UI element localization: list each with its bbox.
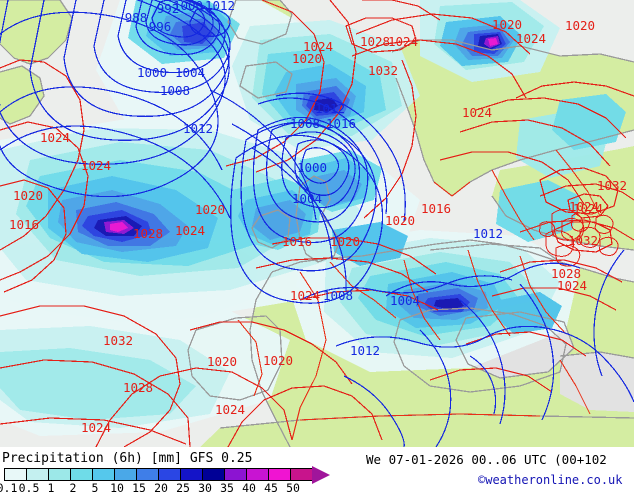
isobar-label: 1008 [323, 288, 353, 303]
legend-title: Precipitation (6h) [mm] GFS 0.25 [2, 451, 253, 466]
isobar-label: 1028 [133, 226, 163, 241]
isobar-label: 1020 [195, 202, 225, 217]
scale-swatch-0.1 [4, 468, 26, 481]
isobar-label: 1032 [368, 63, 398, 78]
isobar-label: 1004 [390, 293, 420, 308]
isobar-label: 1028 [551, 266, 581, 281]
isobar-label: 1000 [137, 65, 167, 80]
isobar-label: 988 [125, 10, 148, 25]
precipitation-color-scale [4, 466, 330, 484]
scale-swatch-5 [92, 468, 114, 481]
isobar-label: 1024 [81, 420, 111, 435]
scale-swatch-1 [48, 468, 70, 481]
isobar-label: 1020 [207, 354, 237, 369]
isobar-label: 1020 [492, 17, 522, 32]
scale-swatch-30 [202, 468, 224, 481]
isobar-label: 1024 [557, 278, 587, 293]
isobar-label: 1024 [81, 158, 111, 173]
scale-swatch-45 [268, 468, 290, 481]
scale-label-15: 15 [132, 481, 146, 495]
isobar-label: 1004 [292, 191, 322, 206]
scale-label-45: 45 [264, 481, 278, 495]
isobar-label: 996 [149, 19, 172, 34]
isobar-label: 1016 [421, 201, 451, 216]
isobar-label: 1004 [175, 65, 205, 80]
scale-label-0.1: 0.1 [0, 481, 18, 495]
scale-label-30: 30 [198, 481, 212, 495]
scale-label-40: 40 [242, 481, 256, 495]
isobar-label: 1012 [315, 101, 345, 116]
isobar-low-layer [0, 0, 634, 447]
isobar-label: 1024 [573, 201, 603, 216]
isobar-label: 1024 [516, 31, 546, 46]
scale-swatch-35 [224, 468, 246, 481]
isobar-label: 1000 [297, 160, 327, 175]
isobar-label: 1020 [565, 18, 595, 33]
scale-swatch-15 [136, 468, 158, 481]
scale-label-50: 50 [286, 481, 300, 495]
isobar-label: 1016 [9, 217, 39, 232]
model-run-datetime: We 07-01-2026 00..06 UTC (00+102 [366, 452, 607, 467]
scale-label-2: 2 [69, 481, 77, 495]
isobar-label: 1032 [597, 178, 627, 193]
scale-label-25: 25 [176, 481, 190, 495]
isobar-label: 1012 [205, 0, 235, 13]
isobar-label: 1012 [350, 343, 380, 358]
isobar-label: 1028 [123, 380, 153, 395]
isobar-label: 1024 [215, 402, 245, 417]
isobar-label: 1024 [175, 223, 205, 238]
isobar-label: 1008 [160, 83, 190, 98]
legend-footer: Precipitation (6h) [mm] GFS 0.25 We 07-0… [0, 447, 634, 495]
scale-label-5: 5 [91, 481, 99, 495]
political-border-layer [237, 149, 601, 441]
isobar-label: 1032 [568, 233, 598, 248]
isobar-label: 1020 [13, 188, 43, 203]
scale-overflow-arrow-icon [312, 466, 330, 484]
isobar-label: 1024 [290, 288, 320, 303]
isobar-label: 1024 [462, 105, 492, 120]
scale-label-35: 35 [220, 481, 234, 495]
scale-swatch-25 [180, 468, 202, 481]
scale-label-1: 1 [47, 481, 55, 495]
scale-label-0.5: 0.5 [18, 481, 40, 495]
scale-swatch-40 [246, 468, 268, 481]
isobar-label: 1032 [103, 333, 133, 348]
isobar-label: 1016 [326, 116, 356, 131]
isobar-label: 1024 [388, 34, 418, 49]
scale-swatch-50 [290, 468, 312, 481]
isobar-label: 1012 [473, 226, 503, 241]
isobar-label: 1020 [263, 353, 293, 368]
isobar-label: 1020 [292, 51, 322, 66]
scale-swatch-2 [70, 468, 92, 481]
isobar-label: 1012 [183, 121, 213, 136]
scale-label-10: 10 [110, 481, 124, 495]
scale-label-20: 20 [154, 481, 168, 495]
isobar-label: 1008 [290, 116, 320, 131]
precipitation-layer [0, 0, 626, 436]
isobar-label: 1016 [282, 234, 312, 249]
isobar-label: 1024 [569, 199, 599, 214]
weather-map-canvas[interactable]: 988 992 1000 1012 996 1000 1004 1008 1012 1024 102… [0, 0, 634, 447]
scale-swatch-0.5 [26, 468, 48, 481]
isobar-label: 1024 [303, 39, 333, 54]
isobar-label: 992 [157, 1, 180, 16]
scale-swatch-20 [158, 468, 180, 481]
scale-swatch-10 [114, 468, 136, 481]
isobar-high-layer [0, 0, 634, 447]
isobar-label: 1028 [360, 34, 390, 49]
copyright-notice[interactable]: ©weatheronline.co.uk [478, 473, 623, 487]
isobar-label: 1020 [330, 234, 360, 249]
isobar-label: 1000 [173, 0, 203, 13]
precipitation-scale-labels: 0.1 0.5 1 2 5 10 15 20 25 30 35 40 45 50 [0, 481, 330, 495]
isobar-label: 1024 [40, 130, 70, 145]
isobar-label: 1020 [385, 213, 415, 228]
